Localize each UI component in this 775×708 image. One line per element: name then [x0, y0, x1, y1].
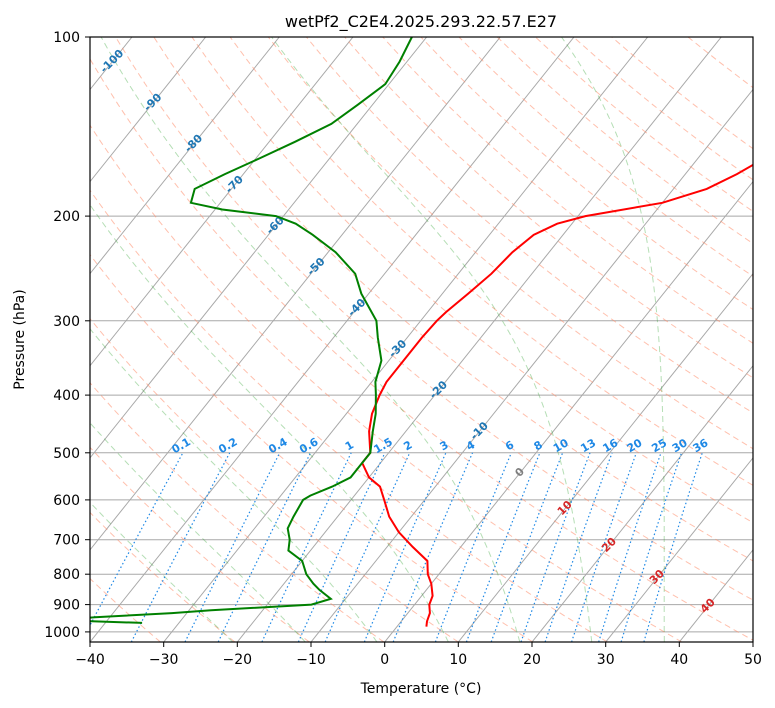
x-tick-label: 50	[744, 652, 762, 668]
mixing-ratio-line	[643, 452, 703, 642]
x-tick-label: 10	[449, 652, 467, 668]
dry-adiabat-line	[306, 37, 753, 414]
x-tick-label: 30	[597, 652, 615, 668]
moist-adiabat-line	[90, 501, 234, 642]
y-axis-label: Pressure (hPa)	[12, 289, 28, 389]
mixing-ratio-line	[434, 452, 512, 642]
mixing-ratio-line	[620, 452, 683, 642]
skewed-isotherm-grid	[90, 37, 753, 642]
plot-frame	[89, 36, 754, 643]
dry-adiabat-line	[344, 37, 753, 379]
dry-adiabat-line	[90, 577, 161, 642]
temperature-profile	[361, 163, 753, 627]
isotherm-line	[236, 37, 722, 642]
mixing-ratio-line	[297, 452, 386, 642]
mixing-ratio-line	[520, 452, 591, 642]
y-tick-label: 300	[53, 314, 80, 330]
y-tick-label: 900	[53, 598, 80, 614]
y-tick-label: 800	[53, 567, 80, 583]
y-tick-label: 100	[53, 30, 80, 46]
isotherm-line	[531, 364, 753, 642]
x-tick-label: −30	[149, 652, 179, 668]
y-axis-ticks: 1000 900 800 700 600 500 400 300 200 100	[44, 30, 90, 641]
mixing-ratio-line	[598, 452, 662, 642]
mixing-ratio-line	[490, 452, 564, 642]
x-tick-label: −40	[75, 652, 105, 668]
isotherm-line	[163, 37, 649, 642]
x-tick-label: 40	[670, 652, 688, 668]
mixing-ratio-line	[571, 452, 637, 642]
moist-adiabat-line	[90, 204, 449, 642]
mixing-ratio-line	[465, 452, 541, 642]
x-tick-label: 0	[380, 652, 389, 668]
dry-adiabat-line	[90, 124, 683, 642]
isotherm-line	[90, 37, 575, 642]
isotherm-line	[384, 180, 753, 642]
mixing-ratio-lines	[90, 452, 703, 642]
dry-adiabat-line	[90, 317, 459, 642]
x-tick-label: 20	[523, 652, 541, 668]
isotherm-line	[90, 37, 207, 183]
dewpoint-profile	[90, 37, 413, 624]
dry-adiabat-line	[420, 37, 753, 311]
sounding-profiles	[90, 37, 753, 627]
x-axis-label: Temperature (°C)	[360, 681, 482, 697]
x-tick-label: −20	[223, 652, 253, 668]
dry-adiabat-line	[90, 189, 608, 642]
y-tick-label: 200	[53, 209, 80, 225]
mixing-ratio-line	[324, 452, 411, 642]
mixing-ratio-line	[130, 452, 231, 642]
moist-adiabat-line	[90, 328, 378, 642]
y-tick-label: 700	[53, 533, 80, 549]
moist-adiabat-line	[271, 37, 593, 642]
dry-adiabat-line	[382, 37, 753, 344]
x-tick-label: −10	[296, 652, 326, 668]
mixing-ratio-line	[363, 452, 447, 642]
x-axis-ticks: −40 −30 −20 −10 0 10 20 30 40 50	[75, 642, 762, 668]
y-tick-label: 600	[53, 493, 80, 509]
isotherm-line	[457, 272, 753, 642]
mixing-ratio-line	[90, 452, 184, 627]
isotherm-line	[90, 37, 501, 551]
y-tick-label: 1000	[44, 625, 80, 641]
isotherm-line	[605, 457, 753, 642]
isotherm-line	[90, 37, 280, 275]
isotherm-line	[310, 88, 753, 642]
y-tick-label: 400	[53, 388, 80, 404]
chart-title: wetPf2_C2E4.2025.293.22.57.E27	[285, 12, 557, 32]
moist-adiabat-line	[561, 37, 665, 642]
mixing-ratio-line	[392, 452, 474, 642]
mixing-ratio-line	[544, 452, 613, 642]
isotherm-line	[90, 37, 354, 367]
y-tick-label: 500	[53, 446, 80, 462]
isotherm-line	[90, 37, 428, 459]
